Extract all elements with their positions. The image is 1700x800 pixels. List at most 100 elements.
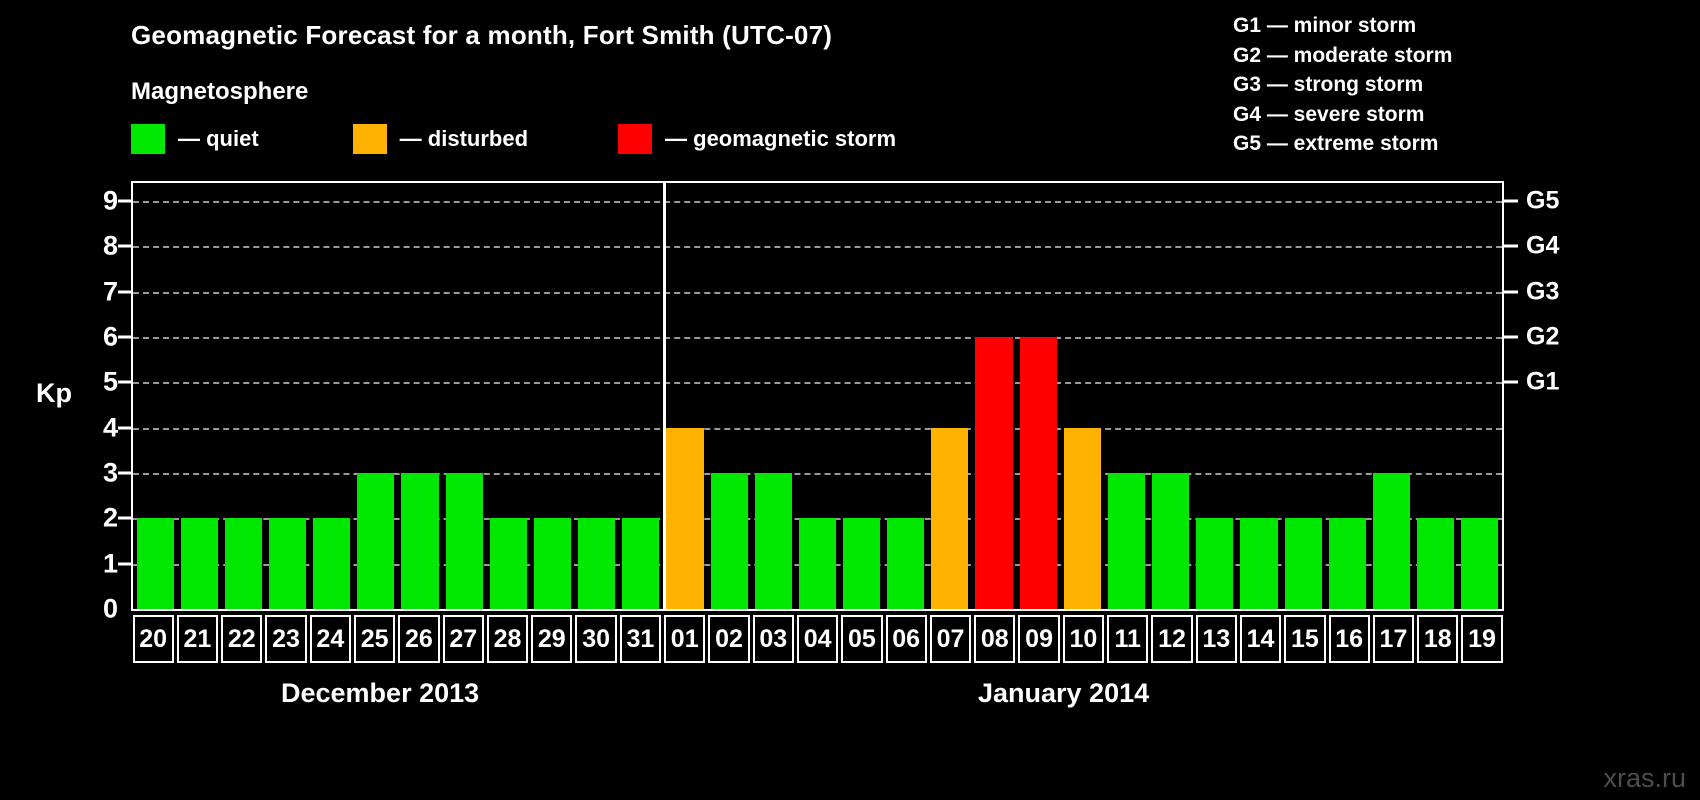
bar-cell[interactable]: [177, 183, 221, 609]
bar-december-22[interactable]: [224, 518, 262, 609]
day-label-december-24[interactable]: 24: [309, 615, 351, 663]
bar-cell[interactable]: [575, 183, 619, 609]
bar-january-17[interactable]: [1372, 473, 1411, 609]
day-label-december-30[interactable]: 30: [575, 615, 617, 663]
bar-cell[interactable]: [1458, 183, 1502, 609]
bar-january-03[interactable]: [754, 473, 792, 609]
day-label-january-13[interactable]: 13: [1195, 615, 1237, 663]
bar-january-04[interactable]: [798, 518, 836, 609]
day-label-january-19[interactable]: 19: [1461, 615, 1503, 663]
bar-cell[interactable]: [1414, 183, 1458, 609]
bar-cell[interactable]: [619, 183, 663, 609]
day-label-december-31[interactable]: 31: [619, 615, 662, 663]
day-label-january-07[interactable]: 07: [929, 615, 972, 663]
bar-cell[interactable]: [928, 183, 972, 609]
day-label-strip: 20 21 22 23 24 25 26 27 28 29 30 31 01 02 03 04 05 06 07 08…: [131, 615, 1504, 663]
bar-january-08[interactable]: [975, 337, 1013, 609]
day-label-january-01[interactable]: 01: [664, 615, 706, 663]
bar-cell[interactable]: [1149, 183, 1193, 609]
magnetosphere-label: Magnetosphere: [131, 78, 309, 105]
day-label-january-11[interactable]: 11: [1107, 615, 1149, 663]
bar-cell[interactable]: [530, 183, 574, 609]
bar-january-02[interactable]: [710, 473, 748, 609]
bar-cell[interactable]: [1193, 183, 1237, 609]
bar-december-24[interactable]: [313, 518, 351, 609]
bar-cell[interactable]: [663, 183, 707, 609]
day-label-january-02[interactable]: 02: [708, 615, 750, 663]
bar-cell[interactable]: [707, 183, 751, 609]
bar-cell[interactable]: [486, 183, 530, 609]
day-label-january-10[interactable]: 10: [1062, 615, 1105, 663]
bar-series: [133, 183, 1502, 609]
day-label-january-03[interactable]: 03: [752, 615, 794, 663]
bar-cell[interactable]: [265, 183, 309, 609]
day-label-january-14[interactable]: 14: [1239, 615, 1282, 663]
bar-cell[interactable]: [1369, 183, 1413, 609]
bar-january-07[interactable]: [931, 427, 969, 609]
day-label-january-04[interactable]: 04: [796, 615, 839, 663]
bar-december-28[interactable]: [489, 518, 527, 609]
bar-cell[interactable]: [1060, 183, 1104, 609]
bar-january-06[interactable]: [887, 518, 925, 609]
bar-cell[interactable]: [795, 183, 839, 609]
bar-january-05[interactable]: [843, 518, 881, 609]
bar-january-15[interactable]: [1284, 518, 1322, 609]
bar-december-31[interactable]: [622, 518, 660, 609]
bar-cell[interactable]: [884, 183, 928, 609]
bar-cell[interactable]: [310, 183, 354, 609]
day-label-december-22[interactable]: 22: [221, 615, 263, 663]
bar-january-10[interactable]: [1063, 427, 1101, 609]
bar-january-14[interactable]: [1240, 518, 1278, 609]
day-label-january-16[interactable]: 16: [1328, 615, 1370, 663]
day-label-january-08[interactable]: 08: [974, 615, 1016, 663]
day-label-january-09[interactable]: 09: [1018, 615, 1060, 663]
day-label-december-29[interactable]: 29: [531, 615, 573, 663]
y-tickmark-2: [118, 516, 132, 520]
legend: — quiet — disturbed — geomagnetic storm: [131, 124, 896, 154]
bar-december-25[interactable]: [357, 473, 395, 609]
bar-december-21[interactable]: [180, 518, 218, 609]
bar-january-09[interactable]: [1019, 337, 1057, 609]
bar-january-13[interactable]: [1196, 518, 1234, 609]
bar-cell[interactable]: [840, 183, 884, 609]
day-label-january-15[interactable]: 15: [1284, 615, 1326, 663]
bar-cell[interactable]: [442, 183, 486, 609]
bar-december-27[interactable]: [445, 473, 483, 609]
bar-cell[interactable]: [133, 183, 177, 609]
bar-cell[interactable]: [354, 183, 398, 609]
day-label-january-17[interactable]: 17: [1372, 615, 1415, 663]
bar-january-01[interactable]: [666, 427, 704, 609]
bar-january-11[interactable]: [1107, 473, 1146, 609]
bar-cell[interactable]: [972, 183, 1016, 609]
bar-december-30[interactable]: [578, 518, 616, 609]
bar-cell[interactable]: [1104, 183, 1148, 609]
day-label-december-26[interactable]: 26: [398, 615, 440, 663]
bar-december-20[interactable]: [136, 518, 174, 609]
bar-january-19[interactable]: [1461, 518, 1499, 609]
bar-cell[interactable]: [221, 183, 265, 609]
bar-december-29[interactable]: [533, 518, 572, 609]
bar-cell[interactable]: [398, 183, 442, 609]
day-label-december-23[interactable]: 23: [265, 615, 307, 663]
day-label-december-21[interactable]: 21: [176, 615, 219, 663]
day-label-january-06[interactable]: 06: [885, 615, 927, 663]
day-label-january-05[interactable]: 05: [841, 615, 883, 663]
bar-december-26[interactable]: [401, 473, 439, 609]
bar-cell[interactable]: [1016, 183, 1060, 609]
bar-cell[interactable]: [1281, 183, 1325, 609]
bar-cell[interactable]: [1237, 183, 1281, 609]
bar-january-16[interactable]: [1328, 518, 1366, 609]
day-label-january-18[interactable]: 18: [1417, 615, 1459, 663]
bar-cell[interactable]: [751, 183, 795, 609]
day-label-january-12[interactable]: 12: [1151, 615, 1193, 663]
month-divider: [662, 183, 666, 609]
bar-january-18[interactable]: [1417, 518, 1455, 609]
day-label-december-20[interactable]: 20: [132, 615, 174, 663]
bar-january-12[interactable]: [1152, 473, 1190, 609]
g-axis-tick-g4: G4: [1526, 231, 1560, 260]
day-label-december-28[interactable]: 28: [486, 615, 529, 663]
day-label-december-27[interactable]: 27: [442, 615, 484, 663]
bar-cell[interactable]: [1325, 183, 1369, 609]
bar-december-23[interactable]: [268, 518, 307, 609]
day-label-december-25[interactable]: 25: [353, 615, 396, 663]
